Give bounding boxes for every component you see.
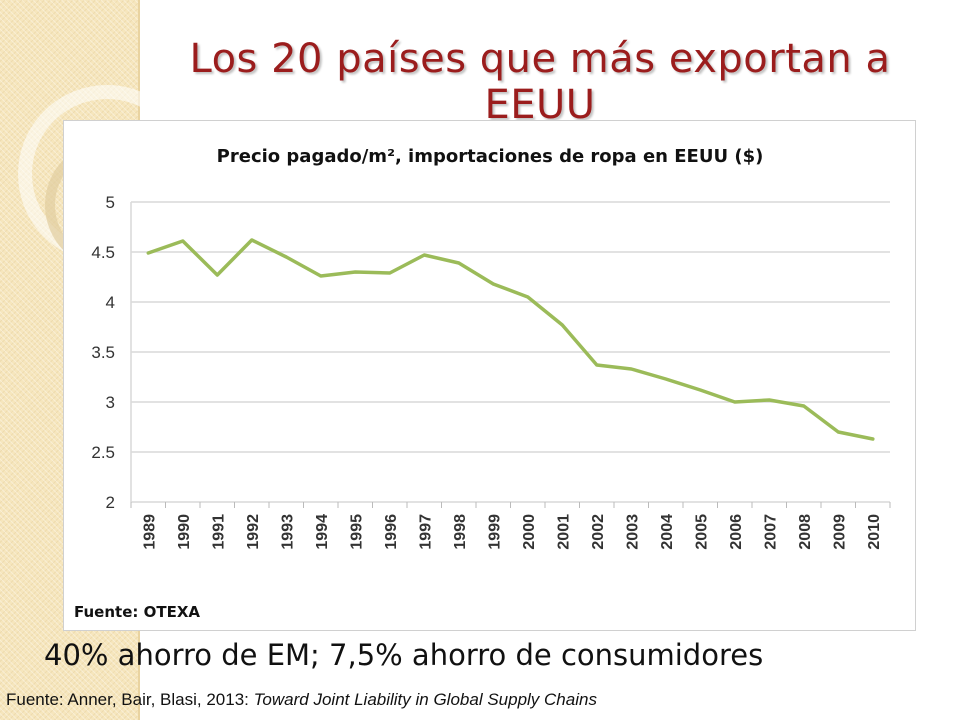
x-tick-label: 1989 bbox=[141, 514, 158, 550]
y-tick-label: 5 bbox=[106, 193, 115, 212]
x-tick-label: 1999 bbox=[486, 514, 503, 550]
data-point bbox=[802, 404, 806, 408]
footer-source: Fuente: Anner, Bair, Blasi, 2013: Toward… bbox=[6, 690, 597, 710]
x-tick-label: 2006 bbox=[728, 514, 745, 550]
footer-source-title: Toward Joint Liability in Global Supply … bbox=[253, 690, 597, 709]
x-tick-label: 2004 bbox=[659, 514, 676, 550]
chart-source-label: Fuente: OTEXA bbox=[74, 603, 200, 621]
x-tick-label: 2005 bbox=[693, 514, 710, 550]
data-point bbox=[733, 400, 737, 404]
chart-title: Precio pagado/m², importaciones de ropa … bbox=[216, 146, 764, 167]
data-point bbox=[215, 273, 219, 277]
x-tick-label: 2003 bbox=[624, 514, 641, 550]
data-point bbox=[250, 238, 254, 242]
data-point bbox=[836, 430, 840, 434]
x-tick-label: 2010 bbox=[866, 514, 883, 550]
data-point bbox=[284, 255, 288, 259]
data-point bbox=[526, 295, 530, 299]
x-tick-label: 1991 bbox=[210, 514, 227, 550]
data-point bbox=[319, 274, 323, 278]
y-tick-label: 3.5 bbox=[91, 343, 115, 362]
x-tick-label: 1995 bbox=[348, 514, 365, 550]
savings-note: 40% ahorro de EM; 7,5% ahorro de consumi… bbox=[44, 638, 764, 672]
data-point bbox=[664, 377, 668, 381]
data-point bbox=[181, 239, 185, 243]
x-tick-label: 2000 bbox=[521, 514, 538, 550]
x-tick-label: 1996 bbox=[383, 514, 400, 550]
data-point bbox=[595, 363, 599, 367]
y-tick-label: 2.5 bbox=[91, 443, 115, 462]
x-tick-label: 1997 bbox=[417, 514, 434, 550]
x-tick-label: 2009 bbox=[831, 514, 848, 550]
chart-container bbox=[63, 120, 916, 631]
y-tick-label: 4 bbox=[106, 293, 115, 312]
data-point bbox=[560, 323, 564, 327]
y-tick-label: 2 bbox=[106, 493, 115, 512]
footer-source-text: Fuente: Anner, Bair, Blasi, 2013: bbox=[6, 690, 254, 709]
series-line bbox=[146, 238, 875, 441]
data-point bbox=[871, 437, 875, 441]
data-point bbox=[353, 270, 357, 274]
x-tick-label: 2007 bbox=[762, 514, 779, 550]
data-point bbox=[457, 261, 461, 265]
x-tick-label: 1994 bbox=[314, 514, 331, 550]
x-tick-label: 2001 bbox=[555, 514, 572, 550]
data-point bbox=[146, 251, 150, 255]
y-tick-label: 3 bbox=[106, 393, 115, 412]
x-tick-label: 2008 bbox=[797, 514, 814, 550]
data-point bbox=[422, 253, 426, 257]
data-point bbox=[767, 398, 771, 402]
y-tick-label: 4.5 bbox=[91, 243, 115, 262]
data-point bbox=[698, 388, 702, 392]
data-point bbox=[388, 271, 392, 275]
x-tick-label: 1998 bbox=[452, 514, 469, 550]
x-tick-label: 1990 bbox=[176, 514, 193, 550]
x-tick-label: 1993 bbox=[279, 514, 296, 550]
data-point bbox=[629, 367, 633, 371]
data-point bbox=[491, 282, 495, 286]
x-tick-label: 2002 bbox=[590, 514, 607, 550]
x-tick-label: 1992 bbox=[245, 514, 262, 550]
